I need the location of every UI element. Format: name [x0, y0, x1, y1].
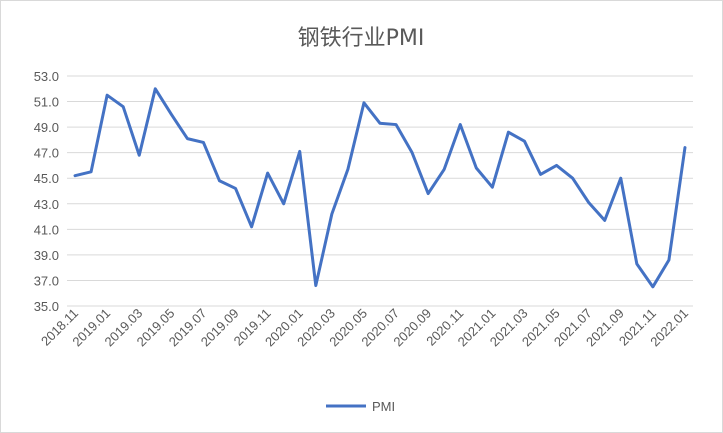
y-tick-label: 49.0 — [34, 120, 59, 135]
y-axis-ticks: 35.0 37.0 39.0 41.0 43.0 45.0 47.0 49.0 51.0 53.0 — [34, 69, 59, 314]
y-tick-label: 41.0 — [34, 222, 59, 237]
data-point — [587, 201, 590, 204]
legend-label-pmi: PMI — [372, 399, 395, 414]
data-point — [555, 164, 558, 167]
chart-title: 钢铁行业PMI — [298, 26, 425, 51]
data-point — [394, 123, 398, 126]
data-point — [635, 262, 639, 266]
data-point — [491, 185, 494, 189]
data-point — [346, 168, 350, 171]
data-point — [667, 258, 671, 262]
y-tick-label: 39.0 — [34, 248, 59, 263]
data-point — [314, 284, 317, 287]
data-point — [330, 212, 334, 216]
y-tick-label: 53.0 — [34, 69, 59, 84]
data-point — [571, 177, 574, 180]
data-point — [443, 168, 446, 171]
data-point — [250, 225, 253, 228]
data-point — [89, 170, 93, 174]
y-tick-label: 51.0 — [34, 95, 59, 110]
data-point — [170, 113, 173, 116]
data-point — [138, 154, 141, 157]
data-point — [459, 123, 462, 126]
series-line-pmi — [73, 87, 687, 289]
y-tick-label: 45.0 — [34, 171, 59, 186]
data-point — [186, 137, 189, 140]
data-point — [202, 141, 205, 144]
data-point — [362, 101, 366, 105]
y-tick-label: 35.0 — [34, 299, 59, 314]
x-axis-ticks: 2018.112019.012019.032019.052019.072019.… — [38, 306, 691, 350]
data-point — [651, 285, 655, 289]
data-point — [234, 187, 237, 190]
legend: PMI — [326, 399, 395, 414]
data-point — [282, 202, 285, 205]
data-point — [378, 122, 382, 125]
data-point — [426, 192, 430, 195]
y-tick-label: 47.0 — [34, 146, 59, 161]
data-point — [266, 171, 269, 175]
data-point — [298, 150, 301, 153]
data-point — [523, 139, 526, 143]
data-point — [121, 105, 125, 108]
gridlines — [67, 75, 693, 307]
data-point — [73, 174, 77, 177]
data-point — [619, 177, 622, 180]
data-point — [475, 166, 478, 170]
series-layer — [73, 87, 687, 289]
data-point — [154, 87, 157, 90]
data-point — [683, 146, 687, 149]
data-point — [410, 151, 414, 154]
data-point — [105, 93, 109, 97]
data-point — [539, 173, 542, 176]
y-tick-label: 43.0 — [34, 197, 59, 212]
y-tick-label: 37.0 — [34, 273, 59, 288]
data-point — [507, 131, 510, 134]
data-point — [218, 179, 221, 182]
data-point — [603, 219, 606, 222]
